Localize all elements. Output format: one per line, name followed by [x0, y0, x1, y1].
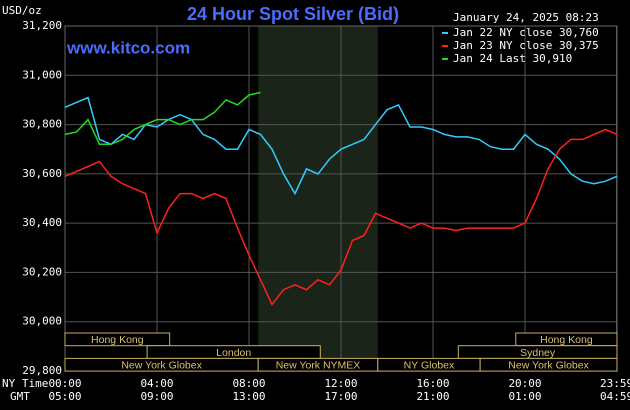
- series-line: [64, 128, 618, 306]
- website: www.kitco.com: [66, 38, 190, 57]
- session-label: New York NYMEX: [276, 360, 361, 372]
- session-label: London: [216, 347, 251, 359]
- y-tick-label: 30,800: [22, 118, 62, 131]
- session-label: New York Globex: [508, 360, 589, 372]
- y-tick-label: 30,000: [22, 315, 62, 328]
- x2-tick-label: 13:00: [232, 390, 265, 403]
- y-tick-label: 31,200: [22, 19, 62, 32]
- y-tick-label: 30,400: [22, 216, 62, 229]
- y-tick-label: 31,000: [22, 68, 62, 81]
- x2-tick-label: 21:00: [416, 390, 449, 403]
- session-label: Hong Kong: [91, 334, 144, 346]
- session-box: [479, 357, 618, 372]
- x-tick-label: 08:00: [232, 377, 265, 390]
- series-line: [64, 91, 261, 146]
- timestamp: January 24, 2025 08:23: [453, 11, 599, 24]
- legend-label: Jan 23 NY close 30,375: [453, 39, 599, 52]
- y-axis-label: USD/oz: [2, 4, 42, 17]
- legend-label: Jan 22 NY close 30,760: [453, 26, 599, 39]
- x-tick-label: 20:00: [508, 377, 541, 390]
- y-tick-label: 29,800: [22, 364, 62, 377]
- y-tick-label: 30,600: [22, 167, 62, 180]
- y-tick-label: 30,200: [22, 265, 62, 278]
- x2-axis-label: GMT: [10, 390, 30, 403]
- legend-label: Jan 24 Last 30,910: [453, 52, 572, 65]
- x2-tick-label: 01:00: [508, 390, 541, 403]
- session-label: NY Globex: [404, 360, 455, 372]
- grid-layer: [64, 25, 618, 372]
- x-axis-label: NY Time: [2, 377, 48, 390]
- x2-tick-label: 09:00: [140, 390, 173, 403]
- x2-tick-label: 17:00: [324, 390, 357, 403]
- session-label: Hong Kong: [540, 334, 593, 346]
- x2-tick-label: 05:00: [48, 390, 81, 403]
- session-box: [64, 332, 171, 347]
- x-tick-label: 16:00: [416, 377, 449, 390]
- session-label: Sydney: [520, 347, 556, 359]
- x-tick-label: 04:00: [140, 377, 173, 390]
- x2-tick-label: 04:59: [600, 390, 630, 403]
- x-tick-label: 00:00: [48, 377, 81, 390]
- line-layer: [64, 91, 618, 306]
- shade-layer: [258, 26, 378, 371]
- label-layer: 29,800 30,000 30,200 30,400 30,600 30,800 31,0…: [22, 19, 630, 403]
- chart-title: 24 Hour Spot Silver (Bid): [187, 4, 399, 24]
- x-tick-label: 23:59: [600, 377, 630, 390]
- series-line: [64, 96, 618, 196]
- session-label: New York Globex: [121, 360, 202, 372]
- x-tick-label: 12:00: [324, 377, 357, 390]
- session-shade: [258, 26, 378, 371]
